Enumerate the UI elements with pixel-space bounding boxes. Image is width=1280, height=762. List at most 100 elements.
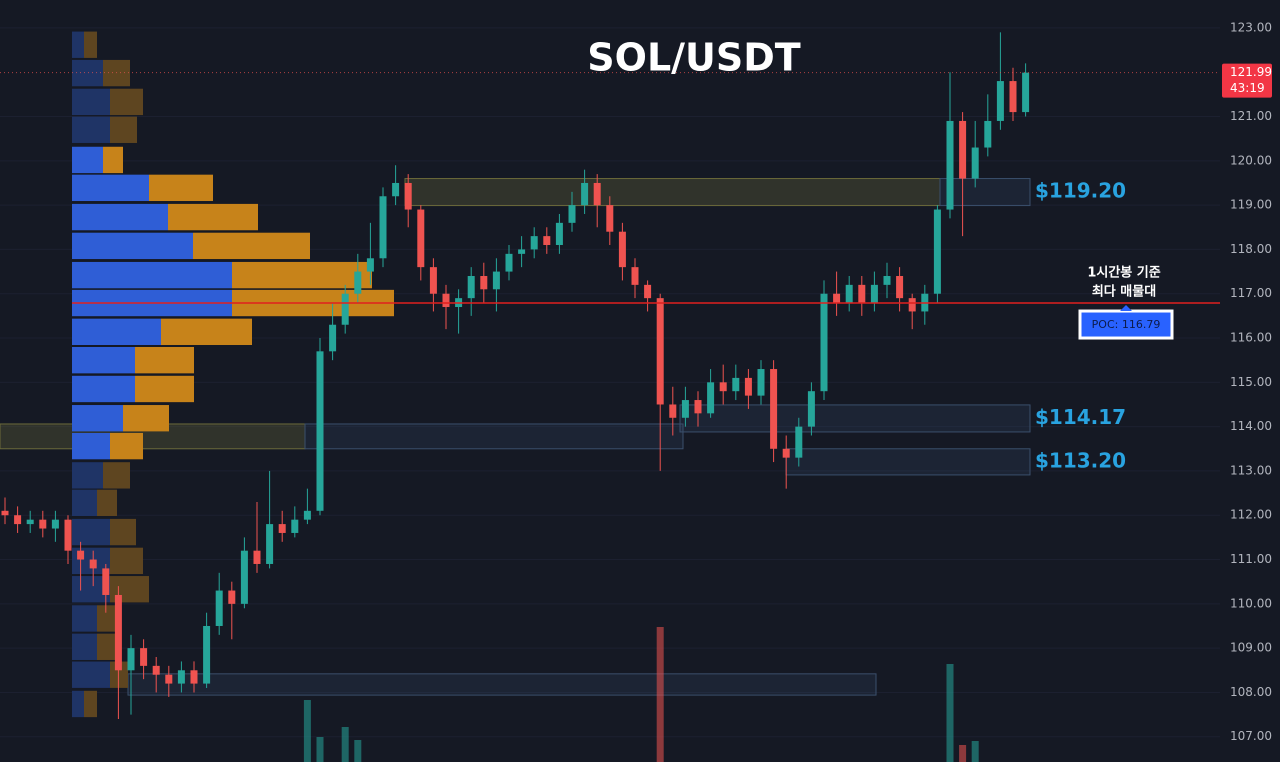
grid: 107.00 108.00 109.00 110.00 111.00 112.00 113.… xyxy=(0,20,1272,743)
profile-buy xyxy=(72,462,103,489)
candle-body xyxy=(404,182,412,210)
zone xyxy=(785,448,1031,476)
chart-title: SOL/USDT xyxy=(587,36,801,80)
profile-buy xyxy=(72,690,84,718)
candle-body xyxy=(165,674,173,684)
zone xyxy=(127,673,877,696)
profile-sell xyxy=(110,518,136,546)
profile-buy xyxy=(72,405,123,432)
profile-buy xyxy=(72,232,193,260)
profile-sell xyxy=(110,547,143,575)
y-tick-label: 111.00 xyxy=(1230,552,1272,566)
candle-body xyxy=(392,182,400,197)
candle-body xyxy=(303,510,311,520)
profile-buy xyxy=(72,605,97,632)
candle-body xyxy=(215,590,223,626)
candle-body xyxy=(795,426,803,458)
candle-body xyxy=(127,648,135,671)
zone-label: $113.20 xyxy=(1035,448,1126,472)
y-tick-label: 108.00 xyxy=(1230,685,1272,699)
annotation: 최다 매물대 xyxy=(1092,284,1156,300)
y-tick-label: 112.00 xyxy=(1230,508,1272,522)
y-tick-label: 123.00 xyxy=(1230,20,1272,34)
poc-arrow xyxy=(1120,305,1132,312)
profile-buy xyxy=(72,116,110,143)
candle-body xyxy=(996,81,1004,121)
candle-body xyxy=(757,369,765,396)
candle-body xyxy=(858,284,866,303)
candle-body xyxy=(694,400,702,414)
profile-sell xyxy=(97,489,117,517)
zone xyxy=(939,178,1031,207)
candle-body xyxy=(190,670,198,684)
candle-body xyxy=(341,293,349,325)
candle-body xyxy=(669,404,677,418)
candle-body xyxy=(719,382,727,392)
profile-sell xyxy=(149,174,213,202)
candle-body xyxy=(568,205,576,223)
volume-bar xyxy=(656,627,664,762)
candle-body xyxy=(14,515,22,525)
profile-buy xyxy=(72,347,135,374)
candle-body xyxy=(316,351,324,511)
y-tick-label: 117.00 xyxy=(1230,286,1272,300)
y-tick-label: 107.00 xyxy=(1230,729,1272,743)
candle-body xyxy=(140,648,148,666)
y-tick-label: 115.00 xyxy=(1230,375,1272,389)
candle-body xyxy=(744,377,752,396)
profile-buy xyxy=(72,261,232,289)
candle-body xyxy=(492,271,500,290)
candle-body xyxy=(228,590,236,604)
candle-body xyxy=(618,231,626,268)
candle-body xyxy=(820,293,828,392)
candle-body xyxy=(203,625,211,684)
candle-body xyxy=(770,369,778,449)
profile-sell xyxy=(110,88,143,116)
y-tick-label: 109.00 xyxy=(1230,641,1272,655)
profile-buy xyxy=(72,59,103,87)
profile-sell xyxy=(110,432,143,460)
candle-body xyxy=(354,271,362,294)
candle-body xyxy=(631,267,639,285)
candle-body xyxy=(467,276,475,299)
candle-body xyxy=(39,519,47,529)
zone xyxy=(304,423,684,450)
profile-buy xyxy=(72,31,84,58)
candle-body xyxy=(266,524,274,564)
profile-sell xyxy=(135,375,194,403)
zones xyxy=(0,178,1031,696)
candle-body xyxy=(707,382,715,414)
volume-bar xyxy=(959,745,967,762)
candle-body xyxy=(870,284,878,303)
candle-body xyxy=(581,182,589,206)
profile-sell xyxy=(84,690,97,718)
candle-body xyxy=(240,550,248,604)
y-tick-label: 110.00 xyxy=(1230,596,1272,610)
profile-buy xyxy=(72,518,110,546)
candle-body xyxy=(1,510,9,516)
y-tick-label: 113.00 xyxy=(1230,463,1272,477)
candle-body xyxy=(505,253,513,272)
poc-label: POC: 116.79 xyxy=(1092,318,1161,331)
candle-body xyxy=(732,377,740,392)
candle-body xyxy=(530,236,538,250)
profile-buy xyxy=(72,146,103,174)
candle-body xyxy=(102,568,110,595)
profile-sell xyxy=(161,318,252,346)
y-tick-label: 119.00 xyxy=(1230,198,1272,212)
candle-body xyxy=(933,209,941,294)
y-tick-label: 116.00 xyxy=(1230,331,1272,345)
profile-sell xyxy=(110,116,137,143)
candle-body xyxy=(543,236,551,245)
profile-sell xyxy=(84,31,97,58)
last-price-label: 121.99 xyxy=(1230,65,1272,79)
candle-body xyxy=(26,519,34,525)
volume-bar xyxy=(341,727,349,762)
y-tick-label: 121.00 xyxy=(1230,109,1272,123)
candle-body xyxy=(908,298,916,312)
candle-body xyxy=(329,324,337,352)
candle-body xyxy=(177,670,185,684)
candle-body xyxy=(429,267,437,294)
profile-sell xyxy=(193,232,310,260)
